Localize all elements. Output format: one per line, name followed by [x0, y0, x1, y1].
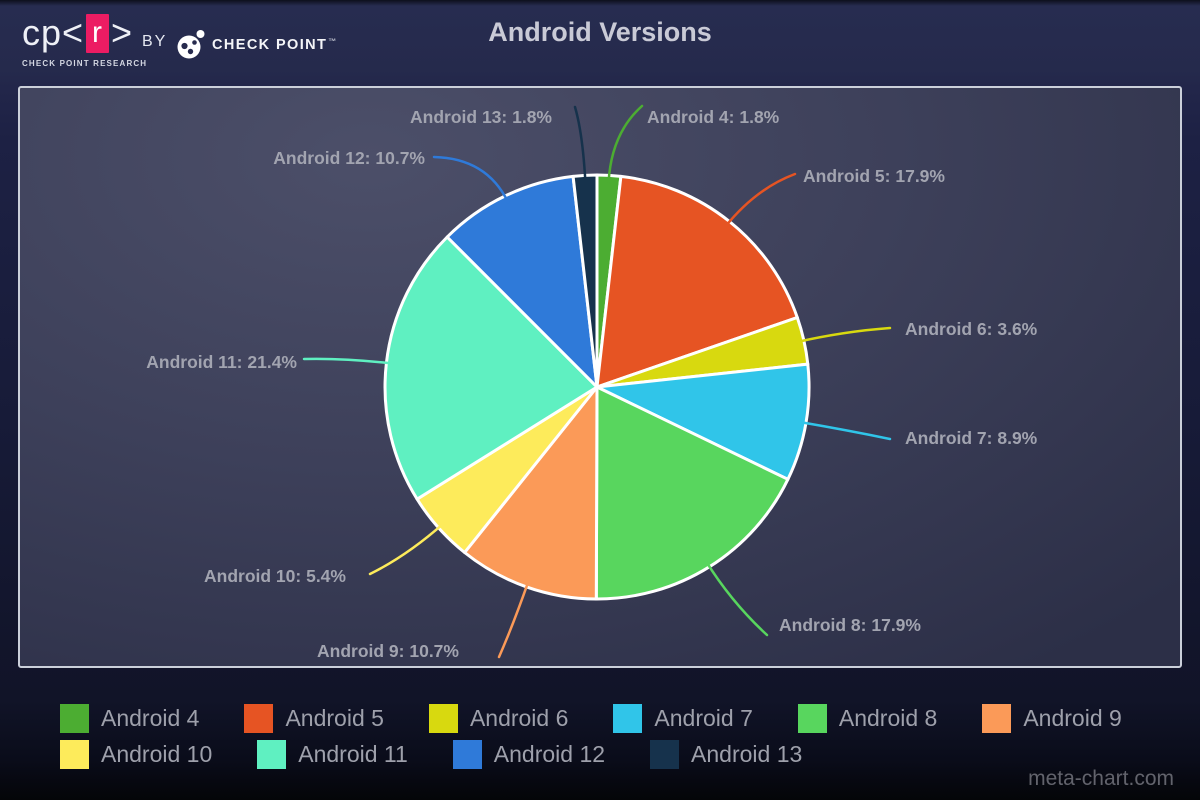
legend-label-android-7: Android 7: [654, 704, 753, 731]
legend-swatch-android-5: [244, 703, 274, 733]
legend-swatch-android-8: [797, 703, 827, 733]
slice-label-android-9: Android 9: 10.7%: [317, 641, 459, 661]
chart-panel: Android 4: 1.8% Android 5: 17.9% Android 6…: [18, 86, 1182, 668]
slice-label-android-5: Android 5: 17.9%: [803, 166, 945, 186]
legend-swatch-android-12: [452, 739, 482, 769]
leader-line-android-5: [723, 172, 797, 229]
legend-item-android-9: Android 9: [982, 703, 1122, 733]
legend-item-android-8: Android 8: [797, 703, 938, 733]
legend-swatch-android-10: [60, 739, 89, 769]
leader-line-android-12: [432, 155, 510, 204]
page-title: Android Versions: [488, 17, 712, 47]
leader-line-android-9: [497, 579, 531, 659]
legend-item-android-11: Android 11: [257, 739, 408, 769]
legend-label-android-12: Android 12: [493, 740, 606, 767]
leader-line-android-4: [607, 104, 644, 184]
checkpoint-brand-text: CHECK POINT™: [212, 37, 338, 53]
legend-swatch-android-7: [613, 703, 643, 733]
by-label: BY: [142, 33, 168, 50]
trademark: ™: [328, 37, 338, 46]
cpr-logo-text: cp< r >: [22, 10, 147, 56]
legend-item-android-12: Android 12: [452, 739, 606, 769]
slice-labels: Android 4: 1.8% Android 5: 17.9% Android 6…: [146, 107, 1037, 661]
legend-swatch-android-6: [428, 703, 458, 733]
leader-lines: [302, 104, 892, 659]
legend-label-android-9: Android 9: [1023, 704, 1122, 731]
cpr-logo-subtitle: CHECK POINT RESEARCH: [22, 59, 148, 68]
slice-label-android-10: Android 10: 5.4%: [204, 566, 346, 586]
slice-label-android-8: Android 8: 17.9%: [779, 615, 921, 635]
cpr-r-box: r: [86, 13, 110, 53]
leader-line-android-11: [302, 357, 395, 365]
legend-label-android-5: Android 5: [285, 704, 384, 731]
legend-swatch-android-13: [650, 739, 680, 769]
legend-item-android-4: Android 4: [60, 703, 199, 733]
cpr-logo: cp< r > CHECK POINT RESEARCH: [22, 10, 147, 68]
legend-label-android-6: Android 6: [469, 704, 569, 731]
legend-item-android-13: Android 13: [650, 739, 802, 769]
slice-label-android-7: Android 7: 8.9%: [905, 428, 1038, 448]
slice-label-android-13: Android 13: 1.8%: [410, 107, 552, 127]
leader-line-android-7: [797, 420, 892, 441]
legend-item-android-10: Android 10: [60, 739, 212, 769]
legend-label-android-11: Android 11: [298, 740, 408, 767]
watermark: meta-chart.com: [1028, 767, 1174, 790]
slice-label-android-12: Android 12: 10.7%: [273, 148, 425, 168]
pie-chart-svg: Android 4: 1.8% Android 5: 17.9% Android 6…: [146, 104, 1038, 661]
cpr-cp: cp<: [22, 12, 85, 53]
legend-label-android-13: Android 13: [691, 740, 803, 767]
cpr-r: r: [92, 16, 104, 49]
leader-line-android-13: [573, 105, 587, 184]
legend-swatch-android-4: [60, 703, 89, 733]
leader-line-android-8: [704, 559, 769, 637]
legend-label-android-10: Android 10: [101, 740, 213, 767]
checkpoint-ball-icon: [177, 30, 205, 59]
legend-label-android-4: Android 4: [101, 704, 200, 731]
legend-swatch-android-9: [982, 703, 1012, 733]
checkpoint-logo: CHECK POINT™: [176, 29, 338, 61]
header: cp< r > CHECK POINT RESEARCH BY CHECK POIN…: [0, 0, 1200, 86]
legend-swatch-android-11: [257, 739, 287, 769]
slice-label-android-6: Android 6: 3.6%: [905, 319, 1038, 339]
legend-label-android-8: Android 8: [838, 704, 938, 731]
legend: Android 4 Android 5 Android 6 Android 7 Andr…: [60, 703, 1190, 769]
slice-label-android-4: Android 4: 1.8%: [647, 107, 780, 127]
leader-line-android-10: [368, 521, 446, 576]
legend-item-android-6: Android 6: [428, 703, 569, 733]
cpr-gt: >: [111, 12, 134, 53]
slice-label-android-11: Android 11: 21.4%: [146, 352, 297, 372]
legend-item-android-5: Android 5: [244, 703, 384, 733]
legend-item-android-7: Android 7: [613, 703, 753, 733]
pie-slices: [383, 173, 811, 601]
leader-line-android-6: [795, 326, 892, 344]
